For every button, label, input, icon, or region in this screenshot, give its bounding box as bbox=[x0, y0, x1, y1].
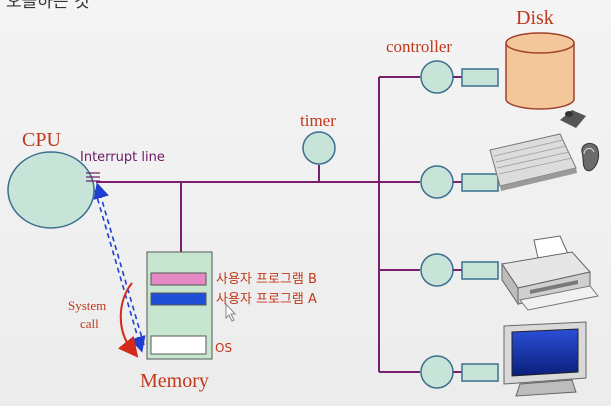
device-controller-printer bbox=[420, 253, 499, 287]
device-controller-monitor bbox=[420, 355, 499, 389]
cursor-pointer-icon bbox=[225, 302, 237, 322]
user-program-a-region bbox=[150, 292, 207, 306]
monitor-icon bbox=[503, 321, 587, 397]
timer-label: timer bbox=[300, 111, 336, 130]
timer: timer bbox=[300, 111, 336, 165]
interrupt-arrows bbox=[93, 182, 146, 353]
cropped-title: 오늘하는 것 bbox=[6, 0, 90, 12]
memory-block: 사용자 프로그램 B 사용자 프로그램 A OS Memory bbox=[140, 251, 317, 392]
interrupt-line-label: Interrupt line bbox=[80, 150, 165, 165]
system-call-label-line2: call bbox=[80, 316, 99, 331]
memory-label: Memory bbox=[140, 370, 209, 392]
disk-label: Disk bbox=[516, 7, 554, 29]
controller-label: controller bbox=[386, 37, 452, 56]
device-controller-keyboard bbox=[420, 165, 499, 199]
printer-icon bbox=[501, 235, 599, 311]
device-controller-disk bbox=[420, 60, 499, 94]
interrupt-line-ticks bbox=[86, 172, 100, 182]
disk-cylinder-icon: Disk bbox=[505, 7, 575, 110]
system-bus bbox=[96, 76, 420, 373]
cpu-label: CPU bbox=[22, 129, 61, 151]
cpu: CPU Interrupt line bbox=[7, 129, 165, 229]
user-program-b-region bbox=[150, 272, 207, 286]
os-label: OS bbox=[215, 341, 232, 355]
program-b-label: 사용자 프로그램 B bbox=[216, 272, 317, 287]
program-a-label: 사용자 프로그램 A bbox=[216, 292, 317, 307]
system-call-arrow: System call bbox=[68, 282, 139, 358]
system-call-label-line1: System bbox=[68, 298, 106, 313]
os-region bbox=[150, 335, 207, 355]
keyboard-mouse-icon bbox=[489, 110, 600, 191]
